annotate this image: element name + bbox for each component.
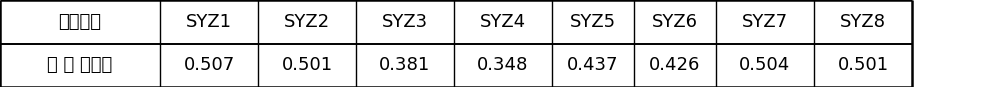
Text: 菌 丝 体干重: 菌 丝 体干重 [47, 56, 113, 74]
Text: 0.507: 0.507 [183, 56, 235, 74]
Text: 0.437: 0.437 [567, 56, 619, 74]
Text: 0.348: 0.348 [477, 56, 529, 74]
Text: SYZ3: SYZ3 [382, 13, 428, 31]
Text: 0.381: 0.381 [379, 56, 431, 74]
Text: SYZ4: SYZ4 [480, 13, 526, 31]
Text: SYZ1: SYZ1 [186, 13, 232, 31]
Text: SYZ7: SYZ7 [742, 13, 788, 31]
Text: 0.504: 0.504 [739, 56, 791, 74]
Text: 0.501: 0.501 [281, 56, 333, 74]
Text: SYZ2: SYZ2 [284, 13, 330, 31]
Text: SYZ8: SYZ8 [840, 13, 886, 31]
Text: 0.426: 0.426 [649, 56, 701, 74]
Text: SYZ5: SYZ5 [570, 13, 616, 31]
Text: 0.501: 0.501 [837, 56, 889, 74]
Text: 云芝品种: 云芝品种 [58, 13, 102, 31]
Text: SYZ6: SYZ6 [652, 13, 698, 31]
